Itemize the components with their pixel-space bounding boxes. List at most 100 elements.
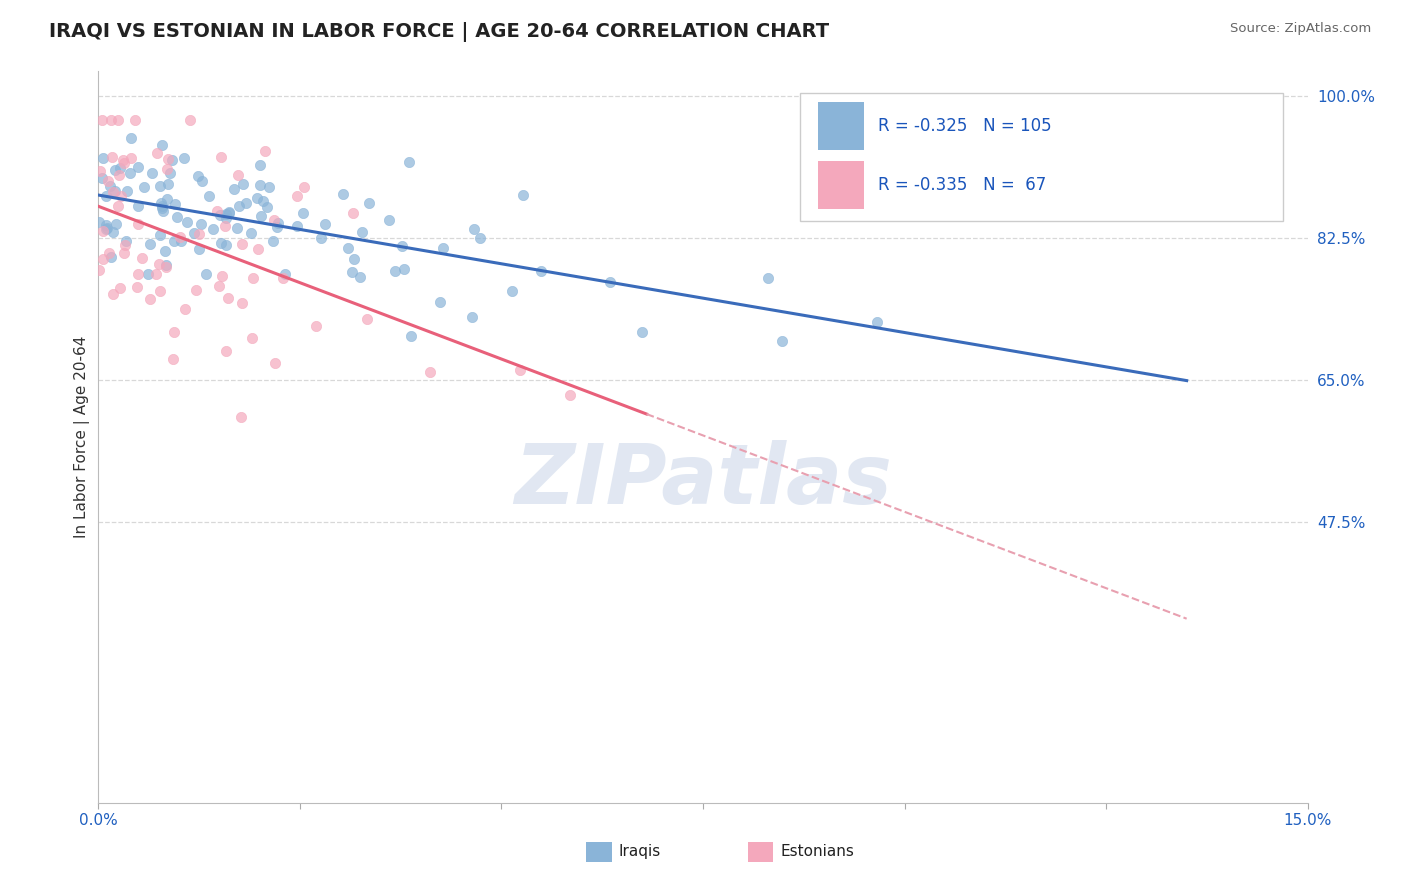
Point <box>340 265 363 279</box>
Point <box>163 325 186 339</box>
Point <box>111 153 134 167</box>
Point <box>215 238 238 252</box>
Point <box>127 218 149 232</box>
Point <box>104 162 127 177</box>
Point <box>112 156 135 170</box>
Point <box>112 246 135 260</box>
Point <box>191 174 214 188</box>
Point <box>226 221 249 235</box>
Point <box>152 203 174 218</box>
Point <box>117 184 139 198</box>
Point <box>124 113 146 128</box>
Point <box>512 188 534 202</box>
Point <box>309 230 332 244</box>
Point <box>250 209 273 223</box>
Point <box>104 184 127 198</box>
Text: Source: ZipAtlas.com: Source: ZipAtlas.com <box>1230 22 1371 36</box>
Point <box>101 150 124 164</box>
Point <box>94 222 117 236</box>
Point <box>146 146 169 161</box>
Point <box>401 329 423 343</box>
Text: IRAQI VS ESTONIAN IN LABOR FORCE | AGE 20-64 CORRELATION CHART: IRAQI VS ESTONIAN IN LABOR FORCE | AGE 2… <box>49 22 830 42</box>
Point <box>530 264 553 278</box>
Point <box>150 199 173 213</box>
Point <box>263 212 285 227</box>
Point <box>107 113 129 128</box>
Point <box>100 113 122 128</box>
Point <box>170 234 193 248</box>
Point <box>132 179 155 194</box>
Point <box>169 229 191 244</box>
Point <box>392 261 415 276</box>
Point <box>232 177 254 191</box>
Point <box>226 168 249 182</box>
Point <box>267 216 290 230</box>
Point <box>463 221 485 235</box>
Point <box>770 334 793 348</box>
Point <box>173 301 195 316</box>
Point <box>599 275 621 289</box>
Point <box>208 279 231 293</box>
Point <box>100 251 122 265</box>
Point <box>101 225 124 239</box>
Point <box>292 206 315 220</box>
Point <box>558 388 581 402</box>
Point <box>120 131 142 145</box>
Point <box>205 204 228 219</box>
Point <box>107 198 129 212</box>
Point <box>246 242 269 256</box>
Point <box>257 179 280 194</box>
Point <box>101 286 124 301</box>
Point <box>108 168 131 182</box>
Point <box>432 241 454 255</box>
Point <box>141 166 163 180</box>
Point <box>343 252 366 267</box>
Point <box>218 205 240 219</box>
Point <box>211 268 233 283</box>
Point <box>120 166 142 180</box>
Point <box>155 259 177 273</box>
Point <box>292 180 315 194</box>
Point <box>108 161 131 175</box>
Point <box>195 267 218 281</box>
Point <box>336 240 359 254</box>
Point <box>155 244 177 258</box>
Point <box>186 283 208 297</box>
Point <box>285 219 308 234</box>
Point <box>156 192 179 206</box>
Point <box>215 207 238 221</box>
Point <box>136 267 159 281</box>
Point <box>218 205 240 219</box>
Point <box>139 237 162 252</box>
Point <box>231 409 253 424</box>
Point <box>398 155 420 169</box>
Point <box>231 296 253 310</box>
Point <box>384 264 406 278</box>
Point <box>166 211 188 225</box>
Point <box>150 202 173 216</box>
Point <box>214 344 236 359</box>
Point <box>176 214 198 228</box>
Point <box>209 235 232 250</box>
Point <box>173 151 195 165</box>
Point <box>314 217 336 231</box>
Point <box>222 182 245 196</box>
Point <box>91 224 114 238</box>
Point <box>148 257 170 271</box>
Point <box>187 227 209 241</box>
Point <box>127 279 149 293</box>
Point <box>149 228 172 243</box>
Point <box>163 235 186 249</box>
Point <box>190 218 212 232</box>
Point <box>357 196 380 211</box>
Point <box>235 196 257 211</box>
Point <box>127 161 149 175</box>
Point <box>240 226 263 240</box>
Point <box>240 331 263 345</box>
Point <box>87 262 110 277</box>
Point <box>285 189 308 203</box>
Point <box>332 186 354 201</box>
Point <box>179 113 201 128</box>
Point <box>215 211 238 225</box>
Point <box>209 149 232 163</box>
